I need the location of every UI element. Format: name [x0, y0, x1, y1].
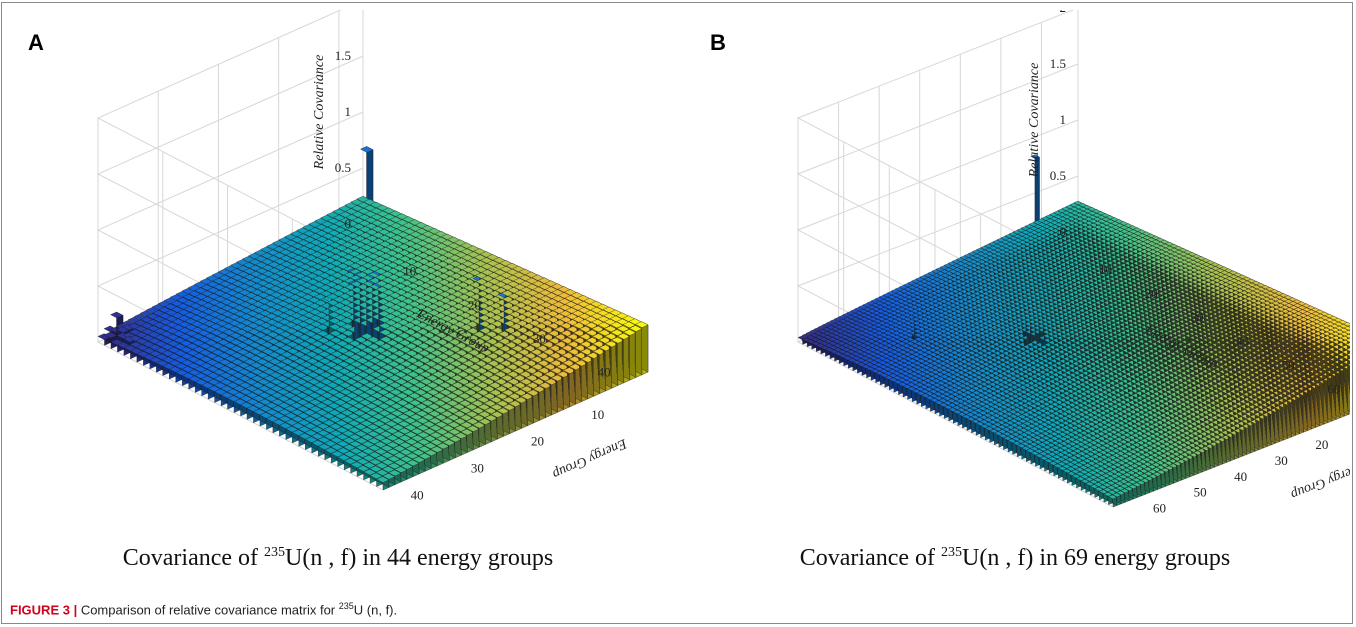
y-axis-label: Energy Group	[550, 435, 630, 481]
z-tick-label: 0	[345, 216, 352, 231]
bars	[797, 154, 1350, 508]
bar	[97, 333, 111, 346]
y-tick-label: 30	[471, 460, 484, 475]
z-tick-label: 0.5	[335, 160, 351, 175]
panel-letter: A	[28, 30, 44, 55]
x-tick-label: 10	[403, 264, 416, 279]
chart-panel-a: A00.511.52×10⁻⁴Relative Covariance102030…	[28, 10, 650, 571]
chart-panel-b: B00.511.52×10⁻⁴Relative Covariance102030…	[710, 10, 1350, 571]
x-tick-label: 40	[598, 365, 611, 380]
y-tick-label: 10	[591, 407, 604, 422]
y-tick-label: 20	[531, 434, 544, 449]
bars	[97, 146, 649, 491]
panel-letter: B	[710, 30, 726, 55]
x-tick-label: 30	[533, 331, 546, 346]
y-tick-label: 40	[411, 487, 424, 502]
z-tick-label: 1	[345, 104, 352, 119]
chart-title: Covariance of 235U(n , f) in 44 energy g…	[123, 545, 553, 571]
z-axis: 00.511.52×10⁻⁴Relative Covariance	[312, 48, 352, 231]
x-tick-label: 20	[468, 297, 481, 312]
z-axis-label: Relative Covariance	[312, 55, 327, 171]
z-tick-label: 1.5	[335, 48, 351, 63]
